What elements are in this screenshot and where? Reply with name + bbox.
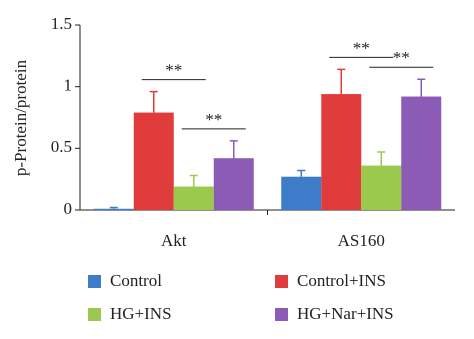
y-tick-label: 1 (64, 76, 73, 95)
significance-label: ** (165, 61, 182, 80)
error-bar (149, 90, 158, 113)
error-bar (297, 169, 306, 177)
legend-swatch (88, 308, 101, 321)
significance-label: ** (205, 110, 222, 129)
significance-label: ** (353, 38, 370, 57)
x-tick-label: AS160 (338, 231, 385, 250)
error-bar (337, 68, 346, 95)
y-axis-label: p-Protein/protein (11, 59, 30, 176)
bar (281, 176, 322, 210)
significance-label: ** (393, 48, 410, 67)
legend-label: Control+INS (297, 271, 386, 290)
legend-swatch (88, 275, 101, 288)
error-bar (417, 78, 426, 97)
error-bar (109, 206, 118, 209)
y-tick-label: 0.5 (51, 137, 72, 156)
bar (361, 165, 402, 210)
y-tick-label: 1.5 (51, 14, 72, 33)
bar (401, 96, 442, 210)
x-tick-label: Akt (161, 231, 187, 250)
bar (93, 208, 134, 210)
legend-swatch (275, 308, 288, 321)
legend-label: HG+Nar+INS (297, 304, 394, 323)
error-bar (229, 140, 238, 159)
bar (213, 158, 254, 210)
error-bar (189, 174, 198, 187)
bar (321, 94, 362, 210)
bar (173, 186, 214, 210)
y-tick-label: 0 (64, 199, 73, 218)
legend-label: HG+INS (110, 304, 172, 323)
legend-swatch (275, 275, 288, 288)
error-bar (377, 151, 386, 166)
legend-label: Control (110, 271, 162, 290)
bar (133, 112, 174, 210)
